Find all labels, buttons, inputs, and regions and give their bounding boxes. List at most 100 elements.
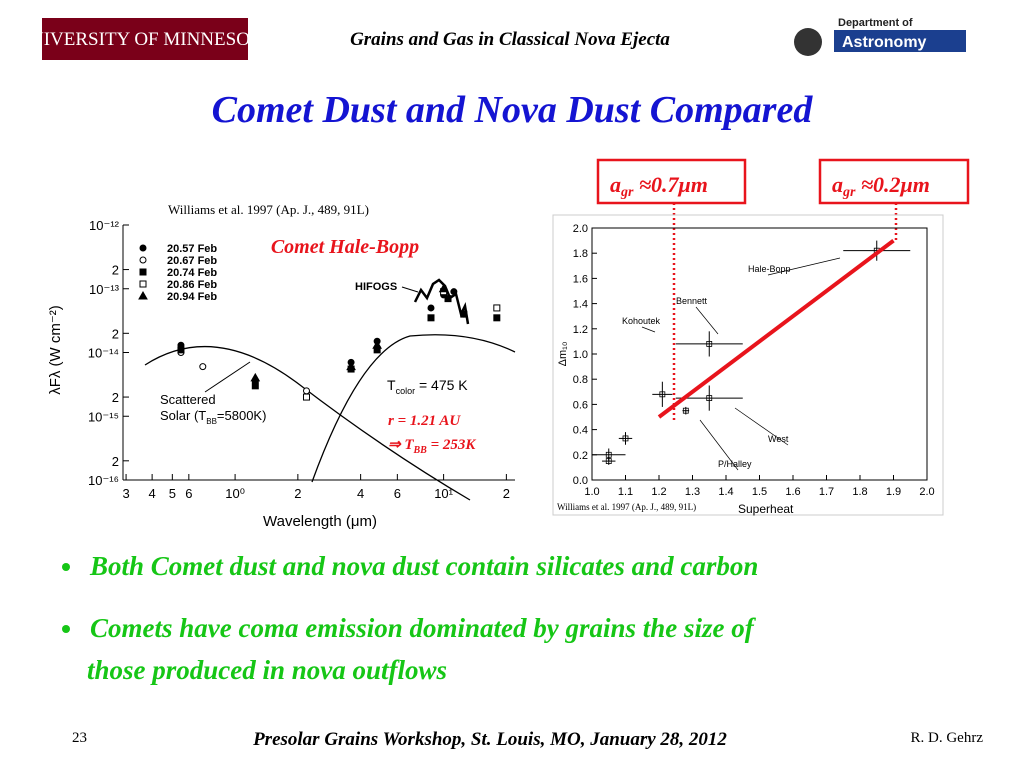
data-point — [450, 288, 458, 296]
legend-label: 20.74 Feb — [167, 267, 217, 279]
rich-text: Solar (TBB=5800K) — [160, 408, 266, 426]
subscript: gr — [842, 185, 856, 200]
x-tick-label: 3 — [122, 486, 129, 501]
dept-line2: Astronomy — [842, 34, 927, 51]
x-tick-label: 1.3 — [685, 486, 700, 498]
x-tick-label: 6 — [394, 486, 401, 501]
x-tick-label: 1.6 — [785, 486, 800, 498]
label-leader — [767, 257, 841, 276]
figure-frame — [552, 214, 944, 516]
data-point — [427, 314, 435, 322]
data-point — [622, 435, 629, 442]
bullet-text: Comets have coma emission dominated by g… — [90, 613, 757, 643]
dept-logo-icon — [794, 28, 822, 56]
data-point — [438, 283, 449, 293]
legend-label: 20.94 Feb — [167, 291, 217, 303]
y-tick-label: 2 — [112, 263, 119, 278]
bullet-dot — [62, 625, 70, 633]
data-point — [493, 314, 501, 322]
y-tick-label: 1.6 — [573, 273, 588, 285]
x-tick-label: 6 — [185, 486, 192, 501]
data-point — [659, 391, 666, 398]
rich-text: Tcolor = 475 K — [387, 377, 468, 396]
point-label: Kohoutek — [622, 316, 661, 326]
figure-source: Williams et al. 1997 (Ap. J., 489, 91L) — [168, 202, 369, 217]
x-tick-label: 1.5 — [752, 486, 767, 498]
data-point — [251, 382, 259, 390]
y-axis-label: λFλ (W cm⁻²) — [47, 305, 64, 395]
x-tick-label: 2.0 — [919, 486, 934, 498]
x-tick-label: 1.9 — [886, 486, 901, 498]
y-tick-label: 1.0 — [573, 349, 588, 361]
x-tick-label: 4 — [357, 486, 364, 501]
point-label: Hale-Bopp — [748, 264, 791, 274]
text-part: = 253K — [427, 437, 477, 453]
text-part: =5800K) — [217, 408, 267, 423]
hifogs-spectrum — [413, 278, 470, 325]
data-point — [346, 361, 356, 371]
dept-banner — [834, 30, 966, 52]
rich-text: agr ≈0.2μm — [832, 172, 930, 200]
solar-curve — [144, 345, 471, 501]
data-point — [706, 395, 713, 402]
x-tick-label: 1.4 — [718, 486, 733, 498]
data-point — [444, 295, 452, 303]
data-point — [302, 387, 310, 395]
legend-marker — [139, 244, 147, 252]
data-point — [372, 340, 383, 349]
data-point — [460, 310, 468, 318]
dept-line1: Department of — [838, 17, 913, 29]
data-point — [605, 451, 612, 458]
x-tick-label: 10¹ — [434, 486, 453, 501]
bullet-dot — [62, 563, 70, 571]
text-part: ≈0.7μm — [633, 172, 707, 197]
legend-marker — [139, 256, 147, 264]
footer-event: Presolar Grains Workshop, St. Louis, MO,… — [252, 729, 727, 750]
legend-marker — [138, 290, 148, 300]
y-tick-label: 0.4 — [573, 425, 588, 437]
label-leader — [699, 419, 739, 471]
x-axis-label: Superheat — [738, 502, 794, 516]
x-tick-label: 1.1 — [618, 486, 633, 498]
legend-label: 20.57 Feb — [167, 243, 217, 255]
y-tick-label: 10⁻¹⁵ — [88, 409, 119, 424]
x-tick-label: 2 — [294, 486, 301, 501]
y-tick-label: 10⁻¹⁶ — [88, 473, 119, 488]
point-label: West — [768, 434, 789, 444]
x-tick-label: 1.2 — [651, 486, 666, 498]
y-tick-label: 0.8 — [573, 374, 588, 386]
x-axis-label: Wavelength (μm) — [263, 513, 377, 530]
annotation: Scattered — [160, 392, 216, 407]
label-leader — [695, 306, 719, 335]
x-tick-label: 1.0 — [584, 486, 599, 498]
y-tick-label: 10⁻¹⁴ — [88, 346, 119, 361]
text-part: a — [832, 172, 843, 197]
y-tick-label: 0.6 — [573, 399, 588, 411]
y-tick-label: 10⁻¹² — [89, 218, 120, 233]
university-logo — [42, 18, 248, 60]
subscript: BB — [412, 445, 427, 456]
x-tick-label: 10⁰ — [225, 486, 245, 501]
header-subtitle: Grains and Gas in Classical Nova Ejecta — [350, 29, 670, 50]
y-tick-label: 2 — [112, 454, 119, 469]
y-tick-label: 2.0 — [573, 223, 588, 235]
data-point — [302, 393, 310, 401]
fit-line — [657, 239, 895, 419]
label-leader — [641, 326, 656, 333]
y-tick-label: 2 — [112, 326, 119, 341]
text-part: T — [387, 377, 396, 393]
x-tick-label: 2 — [503, 486, 510, 501]
rich-text: agr ≈0.7μm — [610, 172, 708, 200]
y-tick-label: 1.8 — [573, 248, 588, 260]
point-label: Bennett — [676, 296, 708, 306]
text-part: Solar (T — [160, 408, 206, 423]
slide-title: Comet Dust and Nova Dust Compared — [212, 89, 814, 131]
y-tick-label: 1.2 — [573, 324, 588, 336]
annotation: r = 1.21 AU — [388, 413, 461, 429]
subscript: BB — [206, 417, 217, 426]
data-point — [706, 341, 713, 347]
legend-marker — [139, 268, 147, 276]
bullet-text: Both Comet dust and nova dust contain si… — [89, 551, 758, 581]
y-tick-label: 0.2 — [573, 450, 588, 462]
